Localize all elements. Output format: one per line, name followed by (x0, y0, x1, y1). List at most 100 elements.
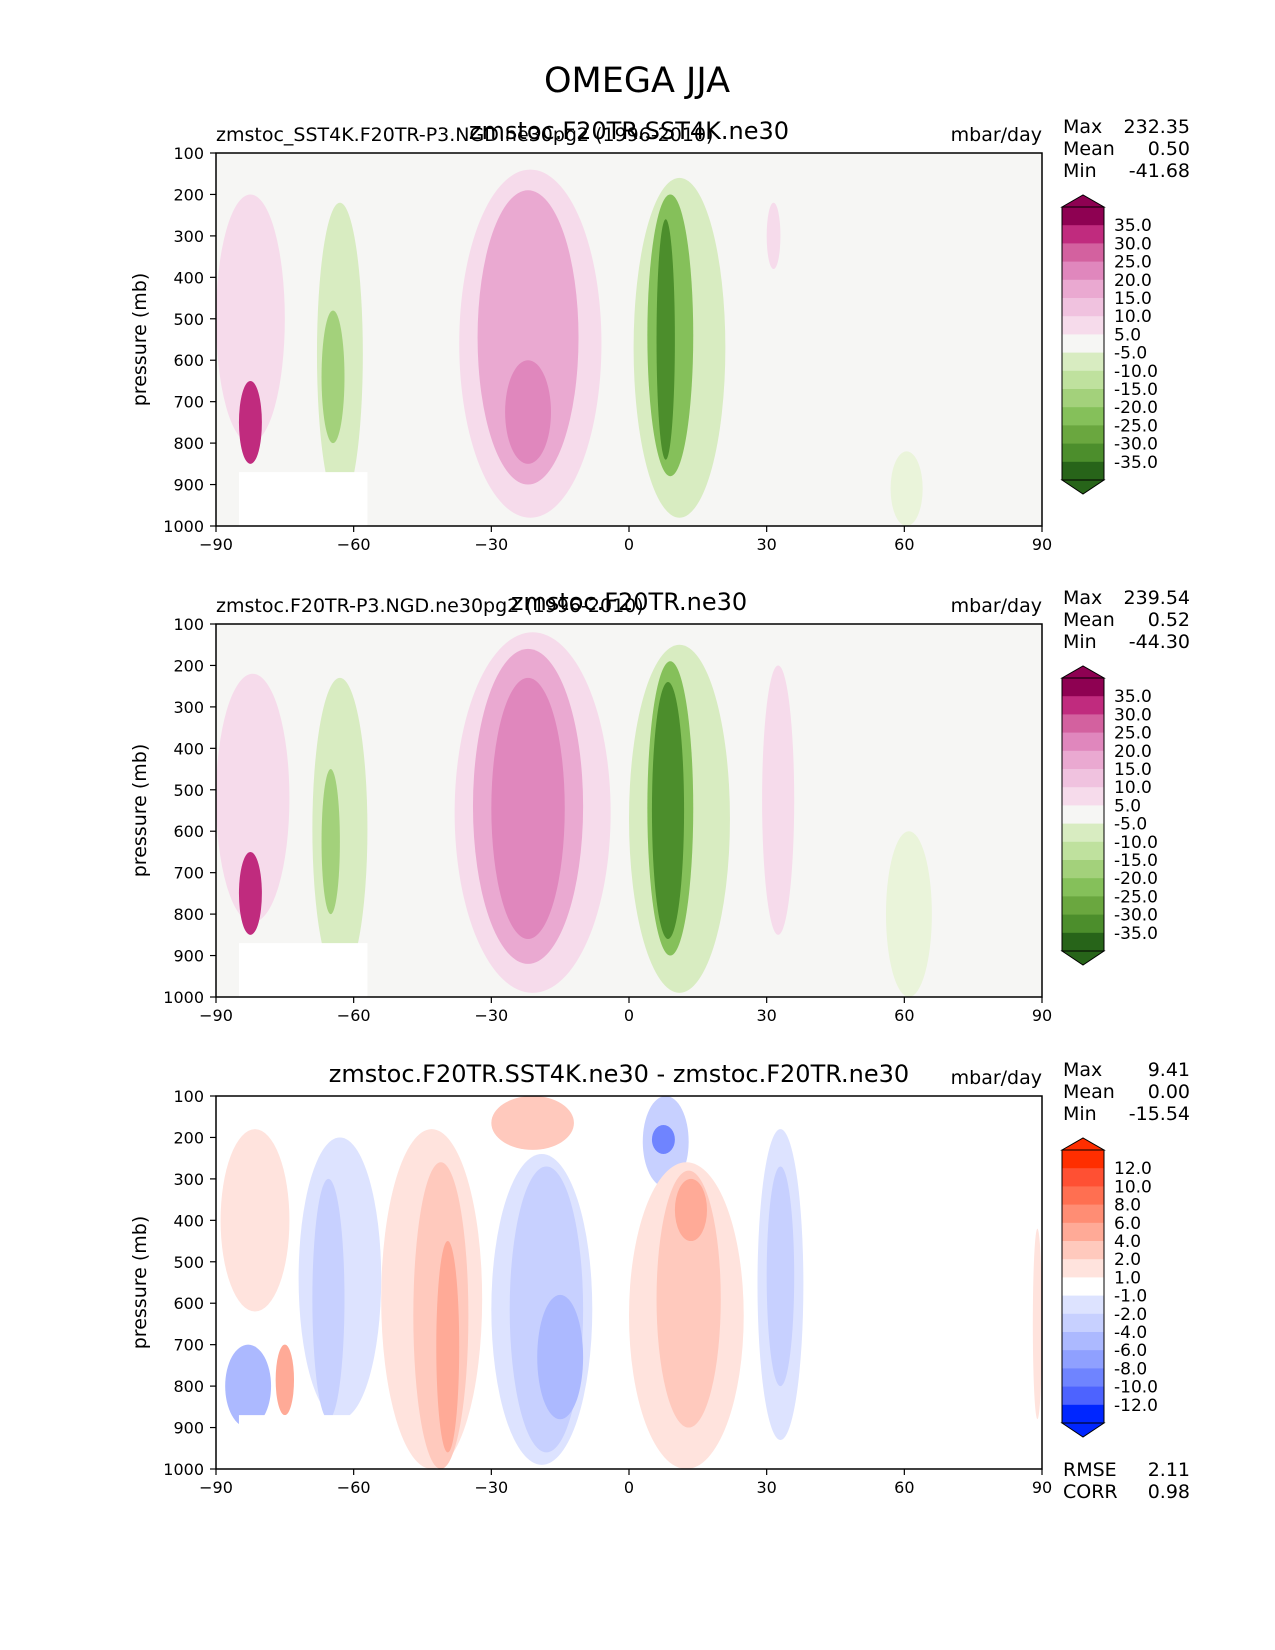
y-tick-label: 200 (173, 1128, 204, 1147)
colorbar-segment (1062, 860, 1104, 879)
x-tick-label: −60 (337, 1478, 371, 1497)
colorbar-segment (1062, 225, 1104, 244)
y-tick-label: 100 (173, 1087, 204, 1106)
y-tick-label: 900 (173, 476, 204, 495)
stat-label: RMSE (1063, 1459, 1117, 1481)
contour-region (436, 1241, 460, 1453)
panel-title: zmstoc.F20TR.SST4K.ne30 (469, 117, 789, 145)
y-tick-label: 1000 (163, 1460, 204, 1479)
colorbar-tick-label: -30.0 (1114, 435, 1158, 455)
plot-area (216, 1096, 1042, 1469)
colorbar-frame (1061, 206, 1105, 481)
colorbar-segment (1062, 1150, 1104, 1169)
colorbar-segment (1062, 316, 1104, 335)
contour-region (275, 1344, 295, 1416)
colorbar-tick-label: 35.0 (1114, 216, 1152, 236)
colorbar-extend-top (1060, 194, 1106, 208)
stat-value: 9.41 (1148, 1059, 1190, 1081)
contour-region (312, 1178, 345, 1420)
y-tick-label: 900 (173, 1419, 204, 1438)
stat-label: Mean (1063, 1081, 1115, 1103)
colorbar-segment (1062, 787, 1104, 806)
contour-region (312, 677, 368, 981)
colorbar-tick-label: -10.0 (1114, 362, 1158, 382)
x-tick-label: 60 (894, 1478, 914, 1497)
colorbar-segment (1062, 389, 1104, 408)
colorbar-extend-bottom (1060, 1422, 1106, 1438)
stat-value: -41.68 (1129, 160, 1190, 182)
x-tick-label: 90 (1032, 1478, 1052, 1497)
y-axis-label: pressure (mb) (129, 744, 151, 878)
y-tick-label: 500 (173, 310, 204, 329)
stat-value: 2.11 (1148, 1459, 1190, 1481)
colorbar-tick-label: -20.0 (1114, 398, 1158, 418)
contour-region (238, 851, 262, 935)
colorbar-tick-label: -35.0 (1114, 924, 1158, 944)
panel-test: −90 −60 −30 0 30 60 90 100 200 300 400 500 600 700 800… (129, 116, 1190, 554)
x-tick-label: −90 (199, 1478, 233, 1497)
colorbar-tick-label: 10.0 (1114, 778, 1152, 798)
colorbar-tick-label: -2.0 (1114, 1305, 1147, 1325)
colorbar-segment (1062, 298, 1104, 317)
colorbar-tick-label: -15.0 (1114, 851, 1158, 871)
y-tick-label: 400 (173, 1211, 204, 1230)
colorbar-segment (1062, 352, 1104, 372)
panel-ref: −90 −60 −30 0 30 60 90 100 200 300 400 500 600 700 800… (129, 587, 1190, 1025)
y-tick-label: 800 (173, 434, 204, 453)
x-tick-label: 30 (756, 1478, 776, 1497)
y-tick-label: 400 (173, 268, 204, 287)
figure-title: OMEGA JJA (544, 61, 730, 101)
contour-region (1032, 1228, 1042, 1420)
colorbar-segment (1062, 443, 1104, 463)
colorbar-tick-label: 5.0 (1114, 325, 1141, 345)
contour-region (651, 1125, 675, 1155)
colorbar-segment (1062, 932, 1104, 952)
y-tick-label: 500 (173, 1253, 204, 1272)
colorbar-extend-bottom (1060, 950, 1106, 966)
topography-mask (238, 1415, 368, 1469)
contour-region (491, 1096, 574, 1150)
y-tick-label: 1000 (163, 988, 204, 1007)
left-label: zmstoc_SST4K.F20TR-P3.NGD.ne30pg2 (1996-… (216, 124, 713, 146)
colorbar-segment (1062, 1259, 1104, 1278)
stat-label: Max (1063, 116, 1102, 138)
y-tick-label: 800 (173, 905, 204, 924)
colorbar-tick-label: 6.0 (1114, 1214, 1141, 1234)
colorbar-extend-bottom (1060, 479, 1106, 495)
y-tick-label: 100 (173, 615, 204, 634)
colorbar: 12.010.08.06.04.02.01.0-1.0-2.0-4.0-6.0-… (1060, 1137, 1158, 1438)
colorbar-segment (1062, 1241, 1104, 1260)
y-tick-label: 200 (173, 185, 204, 204)
colorbar-segment (1062, 732, 1104, 752)
contour-region (505, 360, 551, 464)
contour-region (766, 202, 781, 270)
x-tick-label: 60 (894, 1006, 914, 1025)
colorbar-segment (1062, 1332, 1104, 1351)
stat-label: Min (1063, 160, 1097, 182)
colorbar-tick-label: 10.0 (1114, 1177, 1152, 1197)
colorbar-segment (1062, 407, 1104, 426)
x-tick-label: −60 (337, 535, 371, 554)
y-tick-label: 400 (173, 739, 204, 758)
contour-region (321, 769, 340, 915)
contour-region (656, 219, 675, 460)
colorbar-tick-label: 20.0 (1114, 271, 1152, 291)
colorbar-tick-label: -10.0 (1114, 833, 1158, 853)
topography-mask (238, 943, 368, 997)
x-tick-label: −60 (337, 1006, 371, 1025)
panels: −90 −60 −30 0 30 60 90100200300400500600700800… (129, 116, 1190, 1503)
colorbar-segment (1062, 1186, 1104, 1206)
colorbar-segment (1062, 841, 1104, 861)
stat-label: Min (1063, 631, 1097, 653)
colorbar-tick-label: 2.0 (1114, 1250, 1141, 1270)
y-axis-label: pressure (mb) (129, 273, 151, 407)
colorbar-tick-label: 30.0 (1114, 234, 1152, 254)
x-tick-label: 60 (894, 535, 914, 554)
colorbar-segment (1062, 696, 1104, 715)
colorbar-tick-label: -12.0 (1114, 1396, 1158, 1416)
contour-region (216, 194, 285, 444)
y-tick-label: 200 (173, 656, 204, 675)
colorbar-tick-label: -35.0 (1114, 453, 1158, 473)
colorbar: 35.030.025.020.015.010.05.0-5.0-10.0-15.… (1060, 194, 1158, 495)
